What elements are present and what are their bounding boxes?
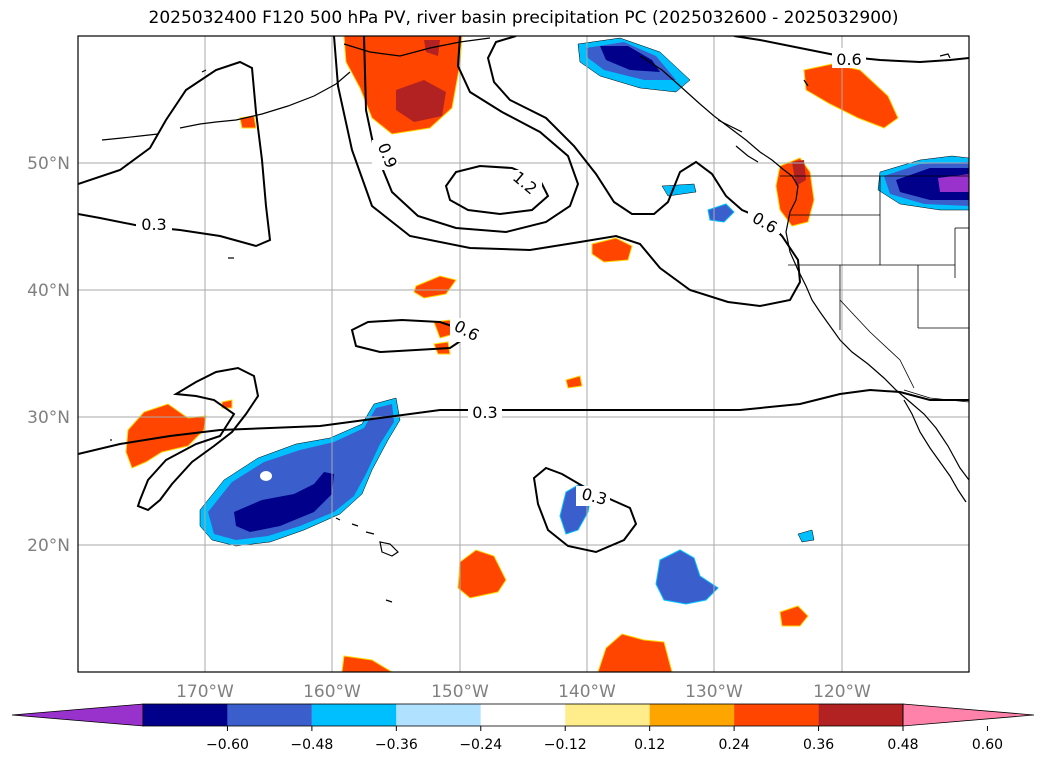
colorbar-tick-label: −0.60 (206, 737, 249, 753)
colorbar-tick-label: 0.36 (803, 737, 834, 753)
colorbar-tick-label: −0.12 (544, 737, 587, 753)
lon-label: 150°W (431, 682, 489, 702)
coastlines (101, 37, 969, 603)
colorbar-box (818, 704, 903, 726)
colorbar-tick-label: 0.60 (972, 737, 1003, 753)
colorbar-tick-label: −0.48 (290, 737, 333, 753)
contour-0.3-west (136, 366, 260, 512)
precip-blob-small-1 (661, 183, 697, 197)
contour-1.2 (444, 164, 550, 216)
lat-label: 20°N (27, 536, 70, 556)
lon-label: 120°W (813, 682, 871, 702)
colorbar-box (227, 704, 312, 726)
colorbar-box (734, 704, 819, 726)
colorbar-box (311, 704, 397, 726)
map-frame (77, 35, 970, 673)
contour-0.3-central (532, 466, 638, 554)
colorbar-box (565, 704, 650, 726)
lon-labels: 170°W 160°W 150°W 140°W 130°W 120°W (176, 682, 871, 702)
precip-blob-southeast (655, 549, 719, 605)
colorbar-outline (142, 703, 904, 727)
colorbar-extend-min (11, 703, 144, 727)
map-background (78, 36, 969, 672)
colorbar-extend-max (902, 703, 1035, 727)
colorbar-box (480, 704, 566, 726)
precip-blob-small-5 (413, 275, 457, 299)
lon-label: 160°W (303, 682, 361, 702)
precip-blob-south-2 (779, 605, 809, 627)
colorbar-tick-label: 0.12 (634, 737, 665, 753)
contour-label: 0.3 (141, 215, 166, 234)
contour-label: 0.6 (836, 50, 861, 69)
lat-label: 30°N (27, 408, 70, 428)
lat-label: 50°N (27, 154, 70, 174)
colorbar-tick-label: −0.36 (375, 737, 418, 753)
precip-blob-small-10 (797, 529, 815, 543)
chart-title: 2025032400 F120 500 hPa PV, river basin … (148, 8, 899, 28)
lat-labels: 50°N 40°N 30°N 20°N (27, 154, 70, 556)
precip-blob-south-3 (597, 633, 673, 672)
precip-blob-small-8 (565, 375, 583, 389)
colorbar-box (396, 704, 481, 726)
lat-label: 40°N (27, 281, 70, 301)
precip-blob-south-4 (341, 655, 393, 672)
lon-label: 130°W (685, 682, 743, 702)
contour-labels: 0.6 0.9 1.2 0.3 0.6 0.6 0.3 0.3 (136, 48, 866, 509)
colorbar-tick-label: 0.48 (887, 737, 918, 753)
precip-blob-gulf-alaska-core (396, 80, 446, 122)
contour-0.3-nw (78, 60, 272, 248)
lon-label: 170°W (176, 682, 234, 702)
colorbar-box (649, 704, 735, 726)
colorbar-box (143, 704, 228, 726)
precip-blob-small-4 (591, 237, 633, 263)
contour-label: 0.3 (472, 403, 497, 422)
colorbar-tick-label: 0.24 (719, 737, 750, 753)
lon-label: 140°W (558, 682, 616, 702)
colorbar-tick-label: −0.24 (459, 737, 502, 753)
gridlines (78, 36, 969, 672)
contour-0.3-zonal (78, 388, 969, 455)
colorbar: −0.60 −0.48 −0.36 −0.24 −0.12 0.12 0.24 0.36 0.4… (11, 703, 1035, 753)
